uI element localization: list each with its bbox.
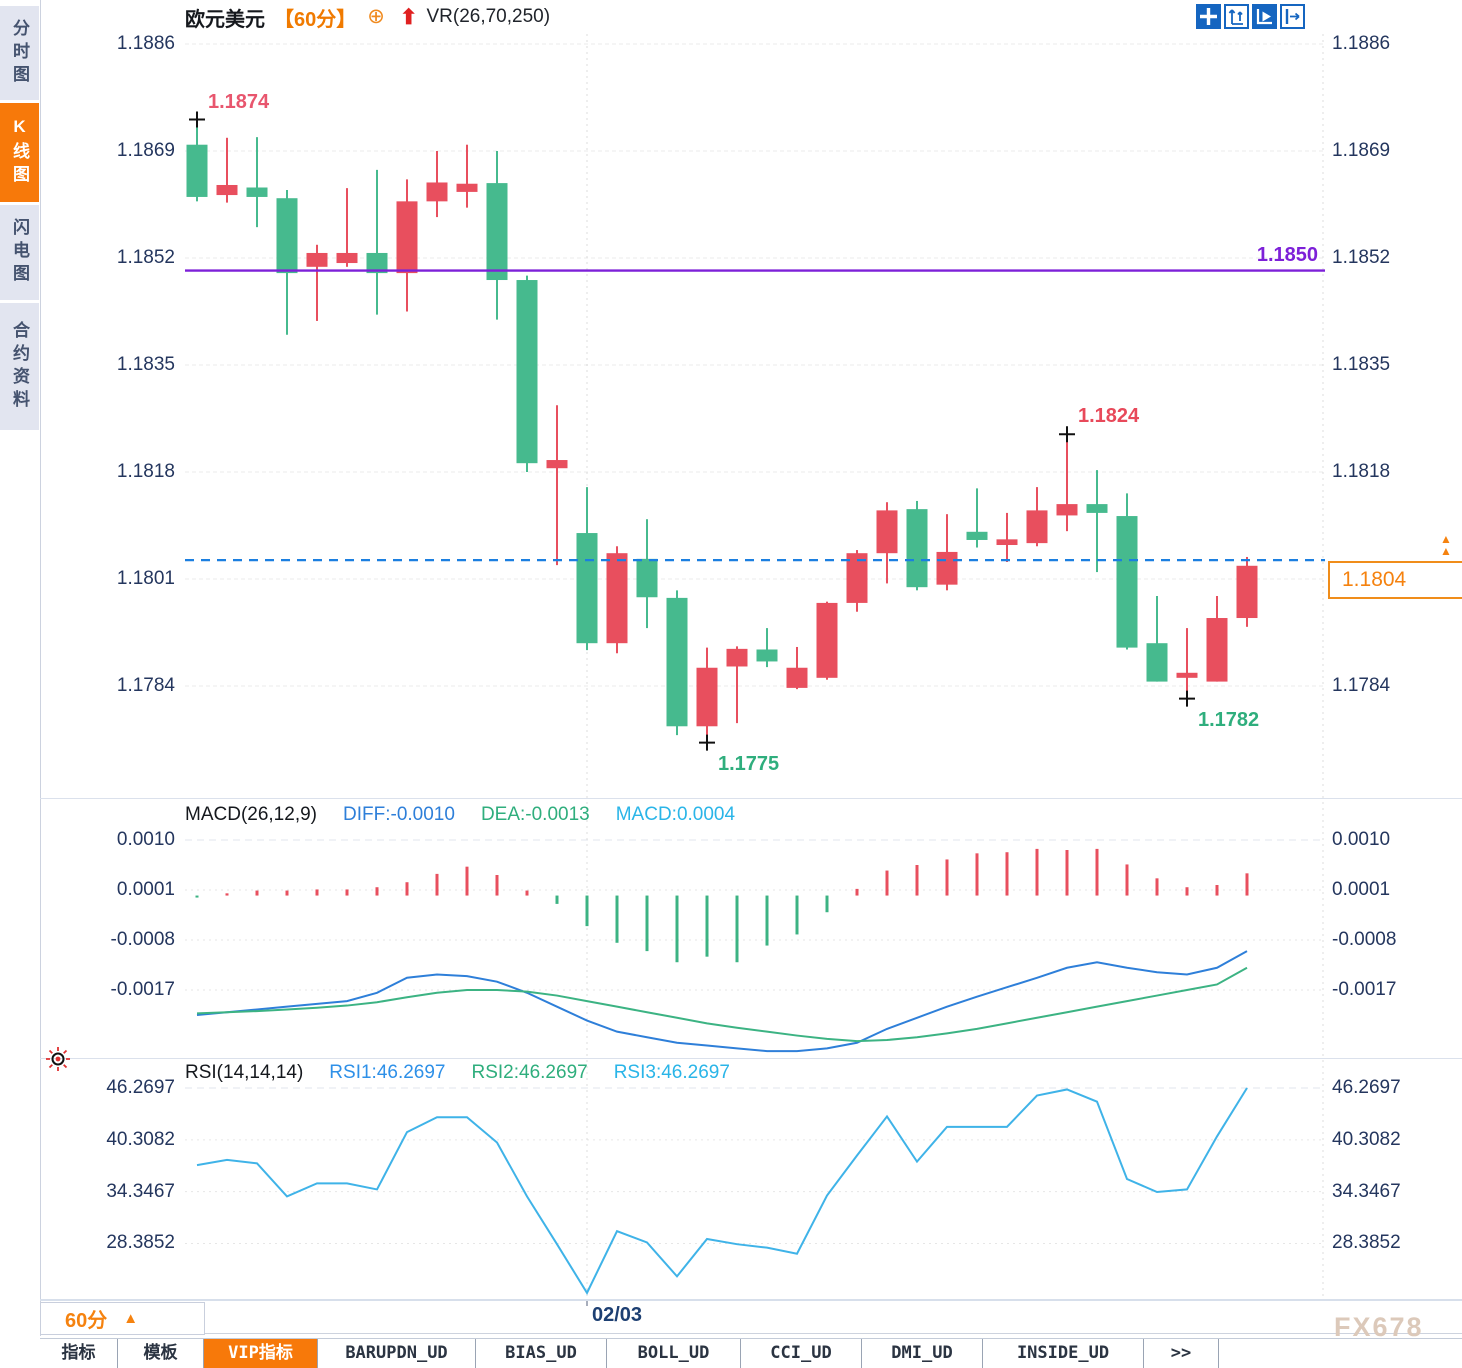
period-tag: 【60分】 [274,8,357,31]
up-arrow-icon: ⬆ [399,5,418,29]
rsi-axis-label-left: 40.3082 [106,1128,175,1150]
price-axis-label-left: 1.1801 [116,567,175,589]
macd-axis-label-left: -0.0017 [110,979,175,1000]
candlestick-series [186,118,1258,749]
horizontal-line-price-label: 1.1850 [1256,244,1318,266]
period-selector[interactable]: 60分 ▲ [40,1302,205,1335]
macd-axis-label-right: -0.0008 [1332,929,1397,950]
rsi-axis-label-right: 28.3852 [1332,1232,1401,1254]
rsi-axis-label-right: 34.3467 [1332,1180,1401,1202]
add-indicator-icon[interactable]: ⊕ [367,5,385,28]
macd-params-label: MACD(26,12,9) [185,804,317,825]
vr-indicator-label: VR(26,70,250) [426,6,551,27]
price-axis-label-left: 1.1818 [116,460,175,482]
rsi-axis-label-left: 28.3852 [106,1232,175,1254]
price-axis-label-left: 1.1852 [116,246,175,268]
sidebar-tab-2[interactable]: K线图 [0,103,39,202]
rsi-axis-label-right: 46.2697 [1332,1077,1401,1098]
price-axis-label-left: 1.1886 [116,33,175,54]
shift-right-icon[interactable] [1280,4,1305,29]
macd-diff-readout: DIFF:-0.0010 [343,804,455,825]
macd-axis-label-right: -0.0017 [1332,979,1397,1000]
chart-toolbar [1196,4,1305,29]
price-axis-label-right: 1.1869 [1332,139,1391,161]
rsi1-readout: RSI1:46.2697 [329,1062,446,1083]
indicator-tab-2[interactable]: 模板 [118,1339,204,1368]
indicator-tab-10[interactable]: >> [1144,1339,1219,1368]
price-axis-label-left: 1.1835 [116,353,175,375]
symbol-title: 欧元美元 [185,8,265,31]
current-price-tag: 1.1804 [1328,561,1462,599]
rsi-pane-header: RSI(14,14,14) RSI1:46.2697 RSI2:46.2697 … [185,1062,730,1084]
axis-play-icon[interactable] [1252,4,1277,29]
sidebar: 分时图 K线图 闪电图 合约资料 [0,0,41,1336]
scroll-latest-icon[interactable]: ▲ [1440,544,1452,558]
price-axis-label-right: 1.1886 [1332,33,1391,54]
price-axis-label-right: 1.1818 [1332,460,1391,482]
macd-axis-label-left: 0.0001 [116,879,175,900]
rsi2-readout: RSI2:46.2697 [471,1062,588,1083]
sidebar-tab-4[interactable]: 合约资料 [0,303,39,430]
macd-dea-readout: DEA:-0.0013 [480,804,590,825]
price-axis-label-right: 1.1784 [1332,674,1391,696]
price-axis-label-left: 1.1869 [116,139,175,161]
price-axis-label-left: 1.1784 [116,674,175,696]
macd-macd-readout: MACD:0.0004 [615,804,736,825]
sidebar-tab-3[interactable]: 闪电图 [0,205,39,300]
macd-axis-label-right: 0.0001 [1332,879,1391,900]
scroll-latest-icon-2[interactable]: ▲ [1440,532,1452,546]
rsi-axis-label-left: 34.3467 [106,1180,175,1202]
indicator-tab-1[interactable]: 指标 [40,1339,118,1368]
price-axis-label-right: 1.1852 [1332,246,1391,268]
price-annotation: 1.1874 [208,90,270,113]
macd-pane-header: MACD(26,12,9) DIFF:-0.0010 DEA:-0.0013 M… [185,804,735,826]
pane-divider-1 [40,798,1462,799]
indicator-tab-4[interactable]: BARUPDN_UD [318,1339,476,1368]
x-axis-date-label: 02/03 [591,1304,643,1326]
price-annotation: 1.1824 [1078,405,1140,428]
indicator-tab-3[interactable]: VIP指标 [204,1339,318,1368]
bottom-border-line [40,1333,1462,1334]
tab-bar-filler [1219,1339,1462,1368]
price-annotation: 1.1775 [718,752,780,775]
watermark: FX678 [1334,1312,1424,1342]
indicator-tab-6[interactable]: BOLL_UD [607,1339,741,1368]
rsi-axis-label-right: 40.3082 [1332,1128,1401,1150]
indicator-tab-5[interactable]: BIAS_UD [476,1339,607,1368]
rsi-axis-label-left: 46.2697 [106,1077,175,1098]
pane-divider-3 [40,1299,1462,1301]
pan-cross-icon[interactable] [1196,4,1221,29]
indicator-tab-7[interactable]: CCI_UD [741,1339,862,1368]
indicator-settings-sun-icon[interactable] [44,1045,72,1073]
chart-header: 欧元美元 【60分】 ⊕ ⬆ VR(26,70,250) [185,2,550,32]
rsi3-readout: RSI3:46.2697 [613,1062,730,1083]
period-selector-label: 60分 [65,1310,108,1332]
macd-axis-label-right: 0.0010 [1332,829,1391,850]
period-selector-arrow-icon: ▲ [123,1310,139,1327]
rsi-params-label: RSI(14,14,14) [185,1062,304,1083]
indicator-tab-9[interactable]: INSIDE_UD [983,1339,1144,1368]
macd-axis-label-left: 0.0010 [116,829,175,850]
axis-range-icon[interactable] [1224,4,1249,29]
indicator-tab-8[interactable]: DMI_UD [862,1339,983,1368]
price-axis-label-right: 1.1835 [1332,353,1391,375]
price-annotation: 1.1782 [1198,708,1260,731]
indicator-tab-bar: 指标 模板 VIP指标 BARUPDN_UD BIAS_UD BOLL_UD CCI_UD D… [40,1338,1462,1368]
pane-divider-2 [40,1058,1462,1059]
macd-axis-label-left: -0.0008 [110,929,175,950]
sidebar-tab-1[interactable]: 分时图 [0,6,39,100]
